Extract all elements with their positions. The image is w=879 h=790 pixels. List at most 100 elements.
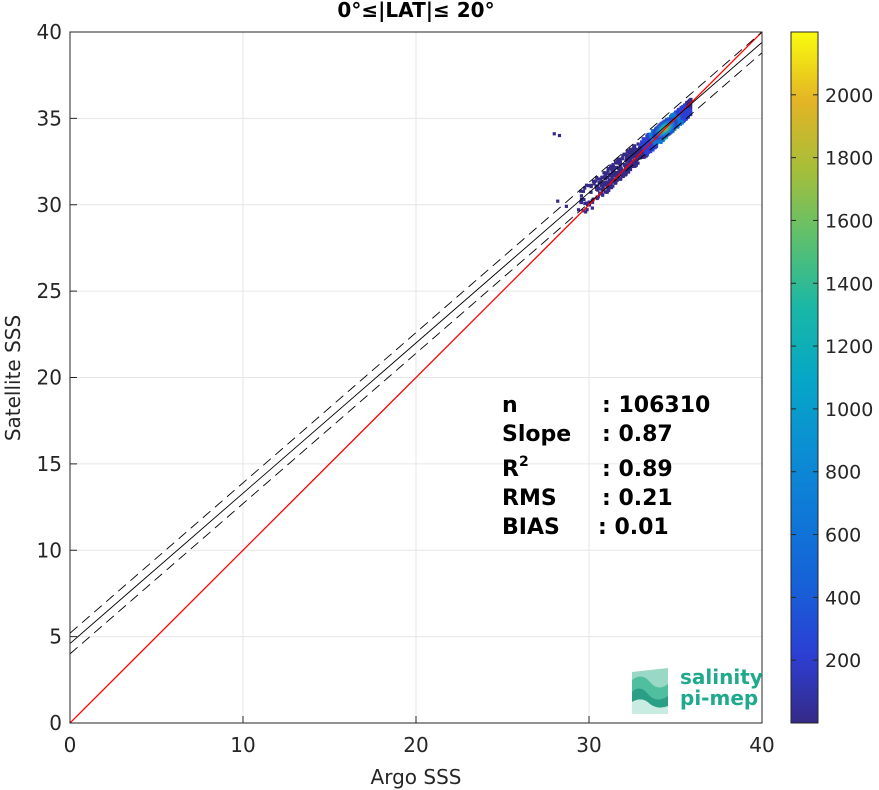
density-cell (634, 163, 638, 167)
density-cell (621, 174, 626, 178)
density-cell (612, 180, 616, 184)
density-cell (643, 155, 647, 159)
chart-title: 0°≤|LAT|≤ 20° (337, 0, 494, 22)
density-cell (661, 138, 665, 143)
stat-bias-value: : 0.01 (598, 515, 669, 540)
density-cell (681, 104, 685, 109)
density-cell (582, 198, 586, 202)
density-cell (592, 182, 596, 186)
density-cell (645, 141, 650, 145)
colorbar-tick-label: 1200 (825, 336, 873, 358)
y-axis-ticks: 0 5 10 15 20 25 30 35 40 (37, 20, 77, 735)
density-cell (589, 190, 593, 194)
density-cell (677, 108, 681, 112)
salinity-pi-mep-logo: salinity pi-mep (632, 665, 763, 714)
density-cell (627, 154, 631, 158)
density-cell (594, 187, 599, 191)
x-axis-ticks: 0 10 20 30 40 (64, 716, 775, 757)
density-cell (630, 155, 634, 159)
logo-line1: salinity (680, 665, 763, 689)
colorbar-tick-label: 400 (825, 587, 861, 609)
density-cell (649, 134, 653, 138)
logo-line2: pi-mep (680, 686, 758, 710)
stat-slope-name: Slope (502, 422, 571, 447)
density-cell (607, 180, 611, 185)
density-cell (682, 115, 686, 119)
density-cell (632, 158, 637, 162)
density-cell (677, 119, 682, 123)
density-cell (601, 184, 605, 188)
density-cell (677, 115, 681, 119)
density-cell (631, 153, 636, 157)
density-cell (618, 164, 622, 168)
density-cell (643, 144, 647, 148)
density-cell (606, 166, 610, 171)
density-cell (599, 192, 604, 196)
stat-r2-value: : 0.89 (602, 457, 673, 482)
fit-bound-line (70, 32, 762, 634)
stat-n-name: n (502, 393, 518, 418)
stat-slope-value: : 0.87 (602, 422, 673, 447)
density-cell (624, 154, 629, 158)
density-cell (615, 160, 619, 164)
colorbar-tick-label: 1000 (825, 399, 873, 421)
density-cell (621, 154, 625, 158)
density-cell (607, 186, 611, 191)
density-cell (607, 178, 612, 182)
density-cell (609, 164, 613, 168)
density-cell (619, 157, 623, 161)
density-cell (590, 200, 595, 204)
density-outlier (564, 204, 568, 208)
density-cell (624, 168, 628, 172)
colorbar-gradient (790, 31, 819, 724)
density-cell (581, 189, 586, 193)
density-cell (612, 174, 616, 178)
x-tick-label: 20 (403, 733, 428, 757)
y-tick-label: 20 (37, 366, 62, 390)
density-cell (610, 168, 614, 172)
density-cell (638, 143, 642, 148)
density-cell (677, 110, 681, 114)
density-cell (686, 111, 690, 116)
density-cell (614, 165, 618, 170)
density-cell (628, 147, 633, 151)
density-cell (649, 143, 653, 147)
density-cell (599, 177, 603, 181)
stat-r2-name: R2 (502, 454, 529, 482)
fit-line (70, 42, 762, 644)
density-cell (616, 166, 621, 170)
density-cell (619, 167, 623, 172)
density-cell (617, 162, 622, 166)
y-tick-label: 35 (37, 106, 62, 130)
colorbar-tick-label: 2000 (825, 85, 873, 107)
density-cell (628, 158, 632, 162)
density-cell (636, 161, 640, 165)
x-tick-label: 10 (230, 733, 255, 757)
density-cell (634, 159, 638, 163)
density-cell (620, 157, 624, 161)
colorbar-ticks: 200 400 600 800 1000 1200 1400 1600 1800 2000 (791, 85, 873, 672)
density-cell (602, 175, 606, 179)
y-tick-label: 5 (49, 625, 62, 649)
colorbar-tick-label: 800 (825, 462, 861, 484)
density-cell (603, 180, 608, 184)
density-cell (636, 155, 640, 159)
density-cell (619, 177, 623, 181)
density-cell (605, 190, 609, 194)
density-cell (611, 171, 615, 175)
y-tick-label: 25 (37, 279, 62, 303)
density-cell (616, 170, 620, 175)
density-cell (684, 104, 688, 109)
density-cell (648, 132, 652, 136)
density-cell (584, 183, 589, 187)
stat-n-value: : 106310 (602, 393, 710, 418)
density-outlier (590, 206, 594, 210)
density-cell (596, 177, 600, 181)
y-tick-label: 40 (37, 20, 62, 44)
density-cell (599, 182, 603, 186)
stat-rms-value: : 0.21 (602, 486, 673, 511)
density-cell (677, 121, 682, 125)
density-cell (592, 179, 597, 184)
density-cell (583, 186, 587, 190)
density-cell (614, 171, 618, 175)
